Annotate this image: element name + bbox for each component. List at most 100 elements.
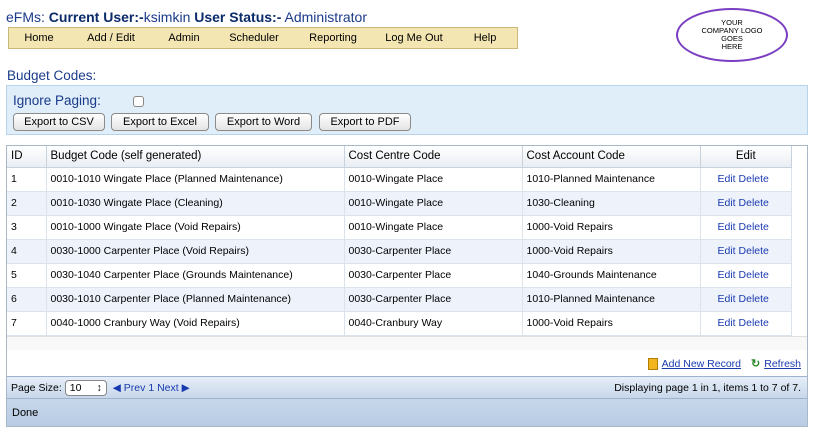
- cell-cost-centre: 0010-Wingate Place: [344, 215, 523, 240]
- nav-home[interactable]: Home: [24, 32, 54, 44]
- delete-link[interactable]: Delete: [738, 173, 769, 185]
- export-pdf-button[interactable]: Export to PDF: [319, 113, 411, 131]
- cell-budget-code: 0030-1000 Carpenter Place (Void Repairs): [46, 239, 345, 264]
- user-status: Administrator: [284, 9, 367, 25]
- delete-link[interactable]: Delete: [738, 269, 769, 281]
- delete-link[interactable]: Delete: [738, 221, 769, 233]
- cell-id: 4: [7, 239, 47, 264]
- cell-budget-code: 0030-1040 Carpenter Place (Grounds Maint…: [46, 263, 345, 288]
- export-excel-button[interactable]: Export to Excel: [111, 113, 209, 131]
- pager-info: Displaying page 1 in 1, items 1 to 7 of …: [614, 381, 801, 394]
- export-word-button[interactable]: Export to Word: [215, 113, 312, 131]
- edit-link[interactable]: Edit: [717, 221, 736, 233]
- col-cost-centre[interactable]: Cost Centre Code: [344, 146, 523, 168]
- page-number-link[interactable]: 1: [148, 381, 155, 394]
- user-status-label: User Status:-: [194, 9, 282, 25]
- col-edit: Edit: [700, 146, 792, 168]
- nav-reporting[interactable]: Reporting: [309, 32, 357, 44]
- main-nav: Home Add / Edit Admin Scheduler Reportin…: [8, 27, 518, 49]
- cell-actions: Edit Delete: [700, 287, 792, 312]
- current-user-label: Current User:-: [48, 9, 144, 25]
- col-budget-code[interactable]: Budget Code (self generated): [46, 146, 345, 168]
- next-page-link[interactable]: Next: [157, 381, 179, 394]
- cell-actions: Edit Delete: [700, 215, 792, 240]
- cell-budget-code: 0010-1030 Wingate Place (Cleaning): [46, 191, 345, 216]
- refresh-icon: ↻: [751, 358, 761, 370]
- pager-bar: Page Size: 10 ↕ ◀ Prev 1 Next ▶ Displayi…: [7, 376, 807, 398]
- table-row: 5 0030-1040 Carpenter Place (Grounds Mai…: [7, 263, 792, 288]
- header-title: eFMs: Current User:-ksimkin User Status:…: [6, 9, 367, 25]
- page-title: Budget Codes:: [7, 68, 97, 83]
- cell-cost-account: 1030-Cleaning: [522, 191, 701, 216]
- cell-id: 5: [7, 263, 47, 288]
- edit-link[interactable]: Edit: [717, 197, 736, 209]
- budget-codes-grid: ID Budget Code (self generated) Cost Cen…: [6, 145, 808, 427]
- cell-cost-account: 1010-Planned Maintenance: [522, 167, 701, 192]
- cell-cost-centre: 0010-Wingate Place: [344, 191, 523, 216]
- cell-budget-code: 0040-1000 Cranbury Way (Void Repairs): [46, 311, 345, 336]
- cell-cost-centre: 0030-Carpenter Place: [344, 263, 523, 288]
- cell-cost-centre: 0040-Cranbury Way: [344, 311, 523, 336]
- pager-nav: ◀ Prev 1 Next ▶: [113, 382, 190, 394]
- cell-id: 3: [7, 215, 47, 240]
- cell-id: 1: [7, 167, 47, 192]
- table-row: 2 0010-1030 Wingate Place (Cleaning) 001…: [7, 191, 792, 216]
- edit-link[interactable]: Edit: [717, 269, 736, 281]
- cell-actions: Edit Delete: [700, 263, 792, 288]
- page-size-select[interactable]: 10 ↕: [64, 379, 107, 396]
- ignore-paging-checkbox[interactable]: [133, 96, 144, 107]
- cell-cost-centre: 0030-Carpenter Place: [344, 239, 523, 264]
- next-arrow-icon: ▶: [181, 381, 190, 394]
- cell-cost-centre: 0030-Carpenter Place: [344, 287, 523, 312]
- refresh-link[interactable]: Refresh: [764, 357, 801, 370]
- cell-id: 6: [7, 287, 47, 312]
- edit-link[interactable]: Edit: [717, 317, 736, 329]
- nav-admin[interactable]: Admin: [168, 32, 200, 44]
- edit-link[interactable]: Edit: [717, 293, 736, 305]
- logo-line: HERE: [721, 42, 743, 51]
- grid-actions: Add New Record ↻ Refresh: [647, 357, 801, 370]
- status-bar: Done: [7, 398, 807, 426]
- table-row: 6 0030-1010 Carpenter Place (Planned Mai…: [7, 287, 792, 312]
- nav-help[interactable]: Help: [473, 32, 497, 44]
- export-csv-button[interactable]: Export to CSV: [13, 113, 105, 131]
- col-id[interactable]: ID: [7, 146, 47, 168]
- grid-empty-area: [7, 336, 807, 350]
- company-logo: YOUR COMPANY LOGO GOES HERE: [676, 8, 788, 62]
- delete-link[interactable]: Delete: [738, 317, 769, 329]
- cell-id: 7: [7, 311, 47, 336]
- budget-codes-table: ID Budget Code (self generated) Cost Cen…: [7, 146, 792, 336]
- nav-add-edit[interactable]: Add / Edit: [87, 32, 135, 44]
- current-user: ksimkin: [143, 9, 191, 25]
- cell-actions: Edit Delete: [700, 311, 792, 336]
- cell-cost-account: 1000-Void Repairs: [522, 239, 701, 264]
- prev-arrow-icon: ◀: [112, 381, 121, 394]
- delete-link[interactable]: Delete: [738, 293, 769, 305]
- edit-link[interactable]: Edit: [717, 173, 736, 185]
- cell-budget-code: 0010-1010 Wingate Place (Planned Mainten…: [46, 167, 345, 192]
- nav-scheduler[interactable]: Scheduler: [229, 32, 279, 44]
- add-new-record-link[interactable]: Add New Record: [661, 357, 742, 370]
- table-row: 4 0030-1000 Carpenter Place (Void Repair…: [7, 239, 792, 264]
- logo-line: YOUR: [721, 18, 743, 27]
- export-toolbar: Ignore Paging: Export to CSV Export to E…: [6, 85, 808, 135]
- delete-link[interactable]: Delete: [738, 197, 769, 209]
- cell-cost-account: 1000-Void Repairs: [522, 311, 701, 336]
- edit-link[interactable]: Edit: [717, 245, 736, 257]
- prev-page-link[interactable]: Prev: [123, 381, 146, 394]
- app-name: eFMs:: [6, 9, 45, 25]
- table-row: 3 0010-1000 Wingate Place (Void Repairs)…: [7, 215, 792, 240]
- table-row: 7 0040-1000 Cranbury Way (Void Repairs) …: [7, 311, 792, 336]
- cell-budget-code: 0030-1010 Carpenter Place (Planned Maint…: [46, 287, 345, 312]
- page-size-value: 10: [69, 381, 82, 394]
- delete-link[interactable]: Delete: [738, 245, 769, 257]
- col-cost-account[interactable]: Cost Account Code: [522, 146, 701, 168]
- cell-cost-account: 1040-Grounds Maintenance: [522, 263, 701, 288]
- cell-cost-account: 1010-Planned Maintenance: [522, 287, 701, 312]
- logo-line: COMPANY LOGO: [701, 26, 763, 35]
- cell-actions: Edit Delete: [700, 191, 792, 216]
- page-size-label: Page Size:: [11, 381, 62, 394]
- cell-budget-code: 0010-1000 Wingate Place (Void Repairs): [46, 215, 345, 240]
- cell-cost-centre: 0010-Wingate Place: [344, 167, 523, 192]
- nav-log-me-out[interactable]: Log Me Out: [385, 32, 443, 44]
